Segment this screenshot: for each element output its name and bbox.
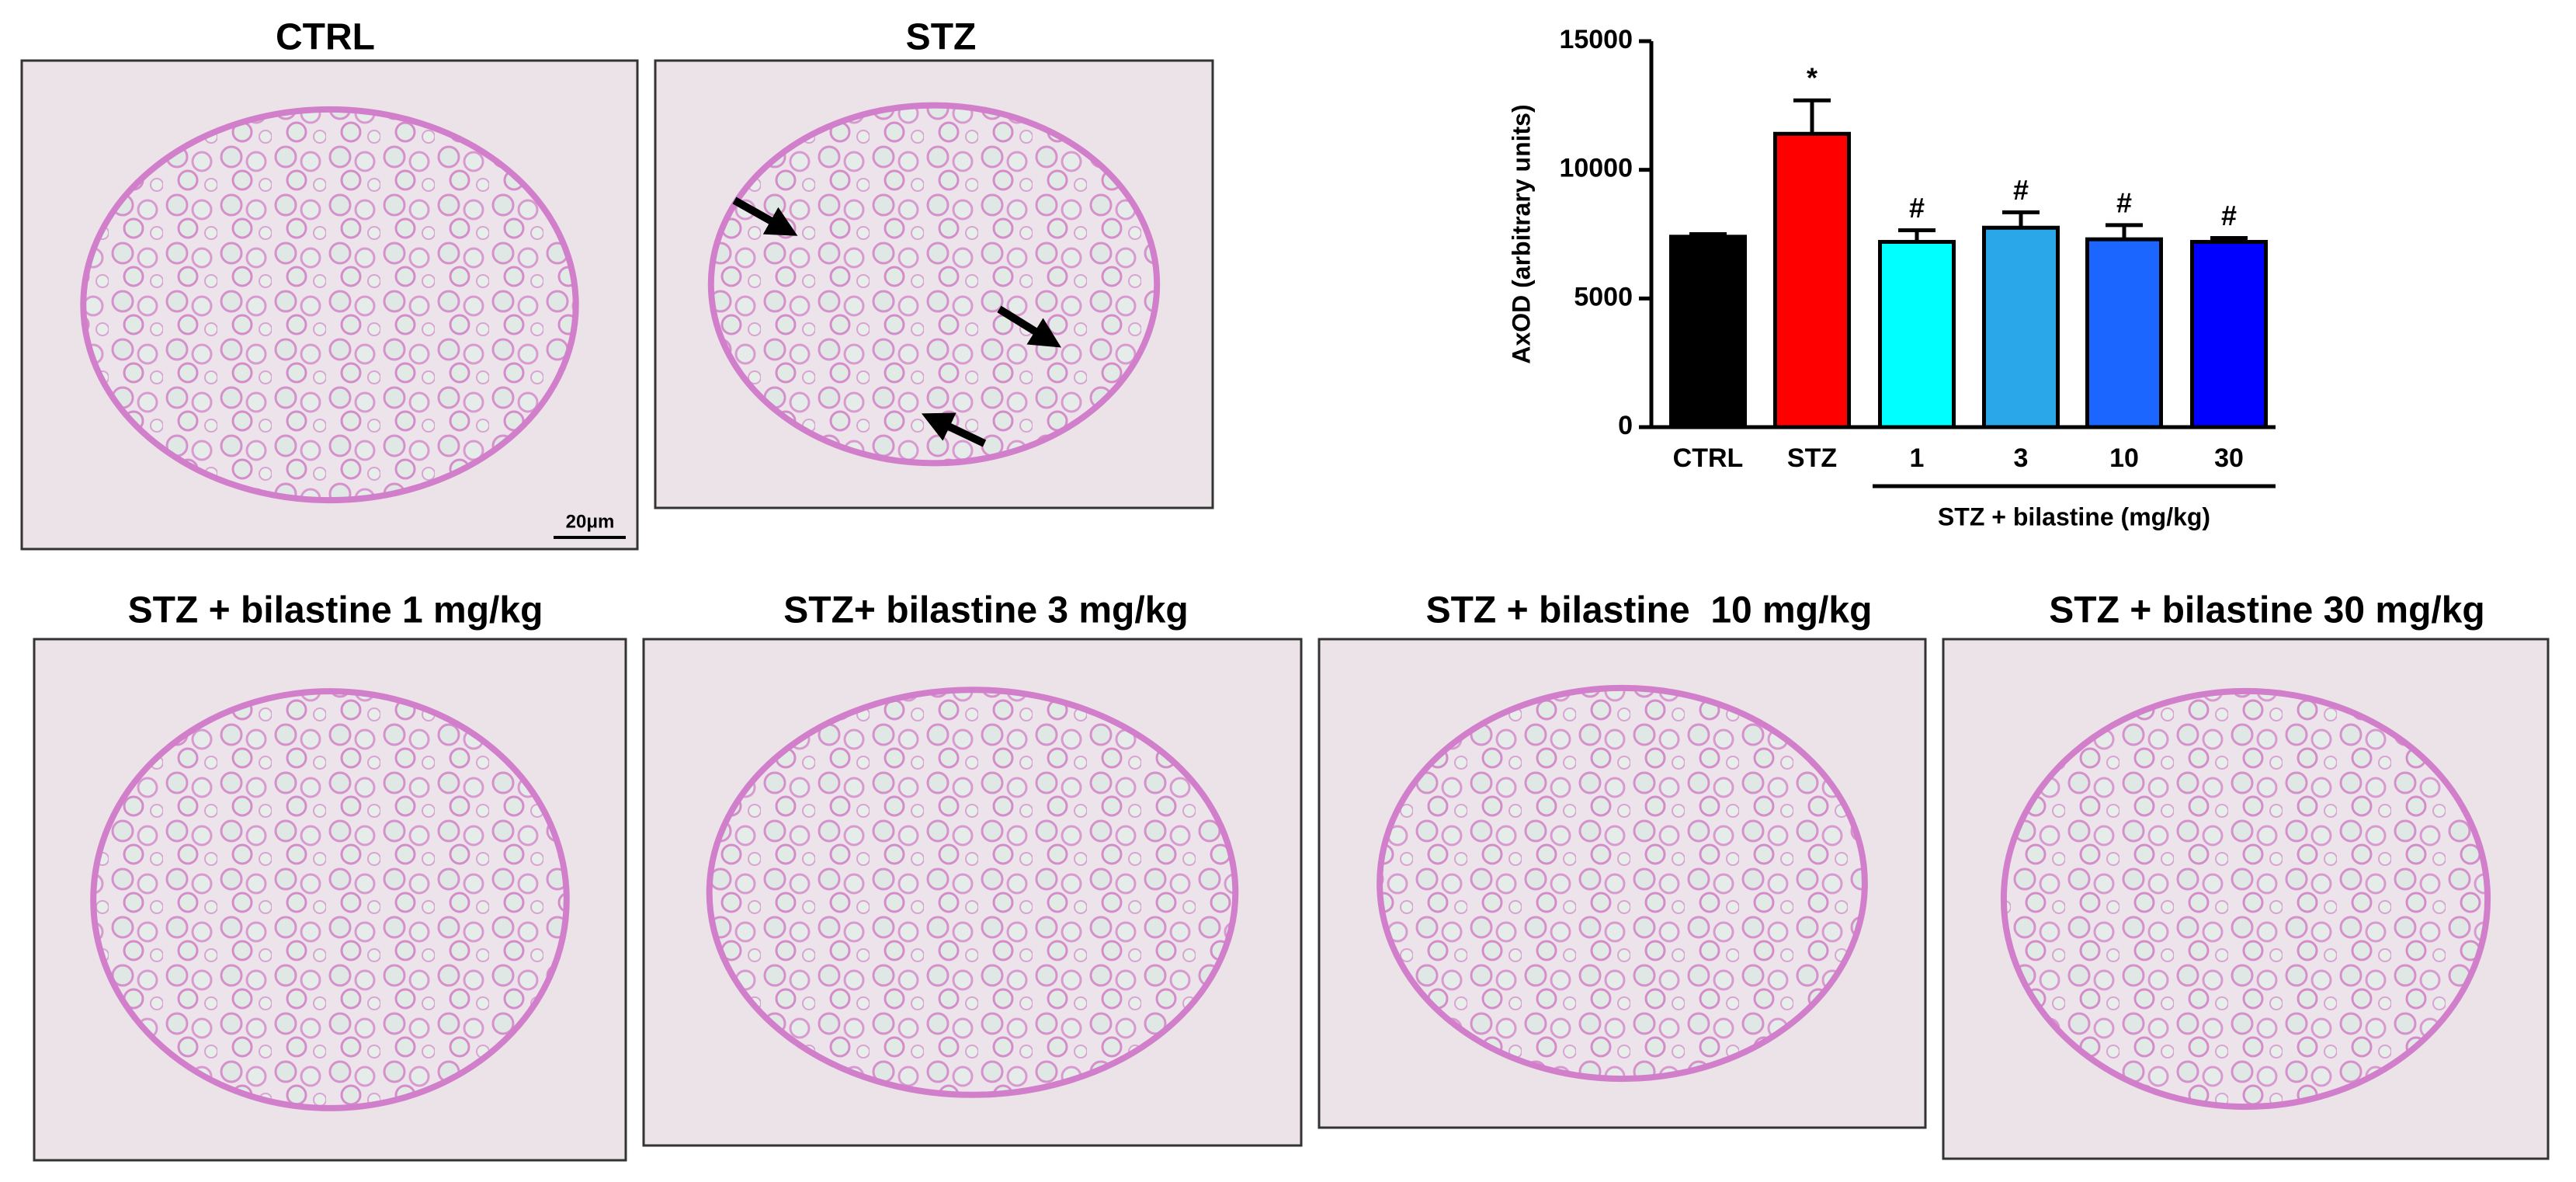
bar	[1982, 225, 2060, 429]
arrow	[921, 412, 987, 447]
bar	[1669, 235, 1747, 429]
arrow	[997, 305, 1062, 348]
arrow	[732, 196, 798, 236]
panels: CTRL STZ STZ + bilastine 1 mg/kg STZ+ bilas…	[20, 17, 2550, 1162]
panel-title: STZ + bilastine 30 mg/kg	[2049, 590, 2485, 631]
glomerulus	[707, 102, 1161, 467]
y-tick-label: 15000	[1559, 25, 1633, 54]
x-tick-label: 3	[2014, 443, 2029, 473]
glomerulus	[90, 688, 570, 1111]
bar-chart: 0 5000 10000 15000 AxOD (arbitrary units) CTR…	[1507, 25, 2276, 530]
x-tick-label: CTRL	[1673, 443, 1744, 473]
significance-label: *	[1807, 62, 1817, 94]
group-label: STZ + bilastine (mg/kg)	[1938, 502, 2210, 530]
x-tick-label: 10	[2109, 443, 2139, 473]
x-tick-label: 1	[1910, 443, 1925, 473]
y-axis-label: AxOD (arbitrary units)	[1507, 104, 1535, 363]
panel-title: STZ + bilastine 10 mg/kg	[1426, 590, 1873, 631]
glomerulus	[1377, 684, 1868, 1083]
panel-title: STZ + bilastine 1 mg/kg	[128, 590, 543, 631]
y-tick-label: 5000	[1574, 282, 1633, 311]
bar	[1878, 239, 1956, 429]
significance-label: #	[2116, 186, 2132, 218]
bar	[2190, 239, 2268, 429]
bar	[1773, 131, 1851, 429]
significance-label: #	[2013, 174, 2029, 206]
panel-title: CTRL	[276, 17, 375, 58]
panel-title: STZ	[906, 17, 977, 58]
glomerulus	[80, 106, 579, 504]
significance-label: #	[1909, 192, 1925, 224]
significance-label: #	[2221, 200, 2237, 231]
scale-bar-label: 20μm	[566, 511, 615, 532]
panel-title: STZ+ bilastine 3 mg/kg	[783, 590, 1188, 631]
glomerulus	[706, 687, 1239, 1098]
glomerulus	[2000, 687, 2491, 1111]
y-tick-label: 10000	[1559, 154, 1633, 183]
x-tick-label: STZ	[1787, 443, 1837, 473]
y-tick-label: 0	[1618, 411, 1633, 440]
x-tick-label: 30	[2214, 443, 2244, 473]
bar	[2085, 237, 2163, 429]
